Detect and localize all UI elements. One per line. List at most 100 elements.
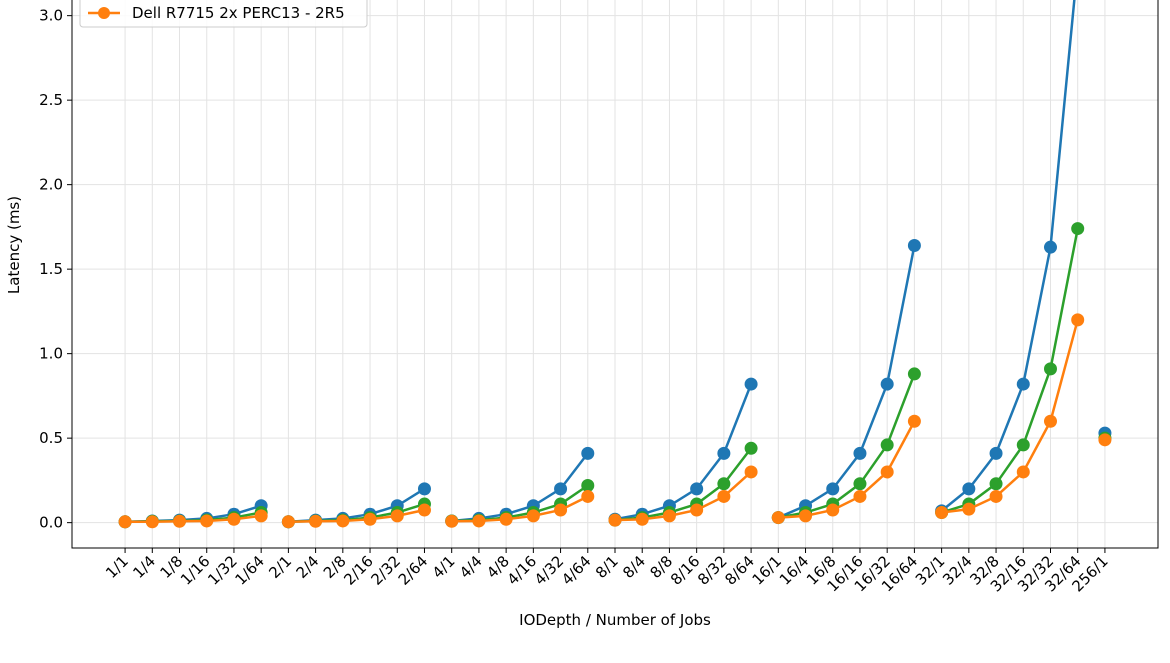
- x-axis-label: IODepth / Number of Jobs: [519, 611, 711, 629]
- legend-marker: [98, 7, 110, 19]
- point: [880, 465, 894, 479]
- point: [581, 446, 595, 460]
- point: [880, 377, 894, 391]
- point: [771, 511, 785, 525]
- x-tick-label: 2/64: [395, 552, 432, 589]
- point: [1098, 433, 1112, 447]
- x-tick-label: 4/16: [504, 552, 541, 589]
- x-tick-label: 4/64: [558, 552, 595, 589]
- point: [554, 503, 568, 517]
- point: [309, 514, 323, 528]
- x-tick-label: 8/4: [619, 552, 649, 582]
- point: [744, 465, 758, 479]
- point: [526, 509, 540, 523]
- point: [1016, 465, 1030, 479]
- x-tick-label: 8/64: [721, 552, 758, 589]
- x-tick-label: 16/1: [749, 552, 786, 589]
- x-tick-label: 2/32: [368, 552, 405, 589]
- point: [935, 506, 949, 520]
- point: [173, 514, 187, 528]
- point: [799, 509, 813, 523]
- legend-box: [79, 0, 368, 28]
- point: [554, 482, 568, 496]
- point: [499, 512, 513, 526]
- x-tick-label: 4/4: [456, 552, 486, 582]
- y-axis-label: Latency (ms): [5, 196, 23, 294]
- point: [472, 514, 486, 528]
- point: [826, 503, 840, 517]
- y-tick-label: 1.5: [39, 260, 63, 278]
- point: [581, 478, 595, 492]
- point: [200, 514, 214, 528]
- x-tick-label: 2/4: [293, 552, 323, 582]
- y-tick-label: 2.5: [39, 91, 63, 109]
- x-tick-label: 32/1: [912, 552, 949, 589]
- point: [390, 509, 404, 523]
- point: [989, 477, 1003, 491]
- y-tick-label: 3.0: [39, 7, 63, 25]
- point: [853, 446, 867, 460]
- point: [853, 477, 867, 491]
- point: [1043, 362, 1057, 376]
- x-tick-label: 8/1: [592, 552, 622, 582]
- point: [608, 513, 622, 527]
- point: [989, 489, 1003, 503]
- point: [880, 438, 894, 452]
- x-tick-label: 2/16: [340, 552, 377, 589]
- x-tick-label: 1/32: [204, 552, 241, 589]
- point: [690, 503, 704, 517]
- point: [227, 512, 241, 526]
- x-tick-label: 1/16: [177, 552, 214, 589]
- point: [445, 514, 459, 528]
- point: [145, 515, 159, 529]
- point: [962, 482, 976, 496]
- point: [989, 446, 1003, 460]
- point: [635, 512, 649, 526]
- point: [1043, 414, 1057, 428]
- point: [853, 489, 867, 503]
- point: [281, 515, 295, 529]
- point: [1071, 313, 1085, 327]
- point: [363, 512, 377, 526]
- point: [336, 514, 350, 528]
- point: [744, 441, 758, 455]
- y-tick-label: 1.0: [39, 345, 63, 363]
- point: [118, 515, 132, 529]
- x-tick-label: 4/32: [531, 552, 568, 589]
- point: [581, 489, 595, 503]
- point: [690, 482, 704, 496]
- point: [907, 367, 921, 381]
- x-tick-label: 2/1: [265, 552, 295, 582]
- x-tick-label: 4/1: [429, 552, 459, 582]
- x-tick-label: 16/4: [776, 552, 813, 589]
- point: [907, 238, 921, 252]
- y-tick-label: 0.0: [39, 514, 63, 532]
- x-tick-label: 1/64: [231, 552, 268, 589]
- x-tick-label: 1/1: [102, 552, 132, 582]
- legend-label: Dell R7715 2x PERC13 - 2R5: [132, 4, 345, 22]
- x-tick-label: 1/4: [129, 552, 159, 582]
- point: [717, 477, 731, 491]
- point: [1043, 240, 1057, 254]
- point: [417, 482, 431, 496]
- point: [1016, 438, 1030, 452]
- point: [662, 509, 676, 523]
- point: [1071, 222, 1085, 236]
- plot-frame: [71, 0, 1159, 549]
- x-tick-label: 32/4: [939, 552, 976, 589]
- x-tick-label: 8/16: [667, 552, 704, 589]
- point: [962, 502, 976, 516]
- point: [254, 509, 268, 523]
- x-tick-label: 8/32: [694, 552, 731, 589]
- y-tick-label: 2.0: [39, 176, 63, 194]
- point: [417, 503, 431, 517]
- point: [717, 446, 731, 460]
- point: [907, 414, 921, 428]
- point: [826, 482, 840, 496]
- point: [1016, 377, 1030, 391]
- y-tick-label: 0.5: [39, 429, 63, 447]
- point: [744, 377, 758, 391]
- point: [717, 489, 731, 503]
